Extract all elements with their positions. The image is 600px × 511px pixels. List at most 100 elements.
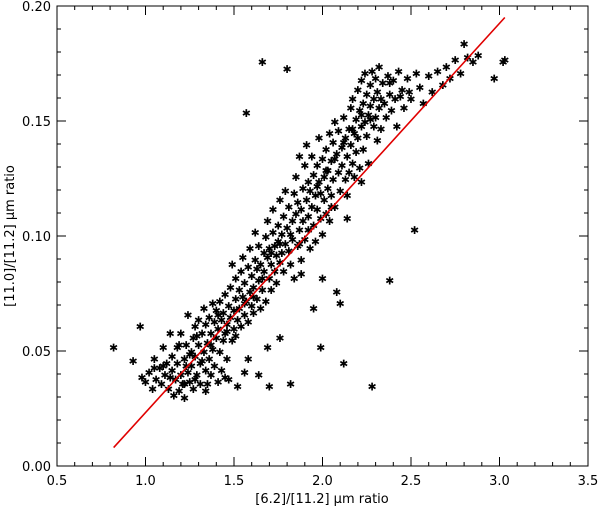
data-point: ✱ — [317, 185, 326, 201]
data-point: ✱ — [212, 303, 221, 319]
data-point: ✱ — [407, 91, 416, 107]
data-point: ✱ — [223, 316, 232, 332]
data-point: ✱ — [203, 335, 212, 351]
data-point: ✱ — [373, 84, 382, 100]
data-point: ✱ — [347, 100, 356, 116]
data-point: ✱ — [247, 268, 256, 284]
data-point: ✱ — [456, 66, 465, 82]
data-point: ✱ — [253, 291, 262, 307]
data-point: ✱ — [382, 109, 391, 125]
data-point: ✱ — [198, 326, 207, 342]
data-point: ✱ — [350, 126, 359, 142]
data-point: ✱ — [214, 374, 223, 390]
data-point: ✱ — [352, 144, 361, 160]
data-point: ✱ — [368, 63, 377, 79]
data-point: ✱ — [294, 238, 303, 254]
data-point: ✱ — [187, 344, 196, 360]
data-point: ✱ — [276, 236, 285, 252]
data-point: ✱ — [281, 183, 290, 199]
data-point: ✱ — [226, 310, 235, 326]
data-point: ✱ — [187, 358, 196, 374]
data-point: ✱ — [281, 236, 290, 252]
data-point: ✱ — [265, 270, 274, 286]
data-point: ✱ — [331, 151, 340, 167]
data-point: ✱ — [373, 132, 382, 148]
data-point: ✱ — [313, 201, 322, 217]
data-point: ✱ — [329, 135, 338, 151]
data-point: ✱ — [141, 374, 150, 390]
data-point: ✱ — [348, 121, 357, 137]
data-point: ✱ — [334, 123, 343, 139]
x-axis-label: [6.2]/[11.2] μm ratio — [255, 492, 389, 507]
data-point: ✱ — [251, 224, 260, 240]
data-point: ✱ — [325, 213, 334, 229]
data-point: ✱ — [412, 66, 421, 82]
data-point: ✱ — [354, 130, 363, 146]
data-point: ✱ — [210, 358, 219, 374]
data-point: ✱ — [341, 130, 350, 146]
y-tick-label: 0.15 — [22, 115, 51, 130]
data-point: ✱ — [180, 351, 189, 367]
data-point: ✱ — [177, 326, 186, 342]
data-point: ✱ — [200, 300, 209, 316]
data-point: ✱ — [217, 312, 226, 328]
data-point: ✱ — [378, 75, 387, 91]
data-point: ✱ — [297, 266, 306, 282]
data-point: ✱ — [256, 300, 265, 316]
data-point: ✱ — [499, 54, 508, 70]
data-point: ✱ — [306, 183, 315, 199]
data-point: ✱ — [501, 52, 510, 68]
data-point: ✱ — [219, 333, 228, 349]
data-point: ✱ — [324, 162, 333, 178]
data-point: ✱ — [340, 356, 349, 372]
y-tick-label: 0.00 — [22, 460, 51, 475]
data-point: ✱ — [295, 222, 304, 238]
data-point: ✱ — [331, 199, 340, 215]
data-point: ✱ — [315, 174, 324, 190]
y-axis-label: [11.0]/[11.2] μm ratio — [3, 165, 18, 307]
data-point: ✱ — [317, 339, 326, 355]
data-point: ✱ — [313, 178, 322, 194]
data-point: ✱ — [363, 128, 372, 144]
data-point: ✱ — [276, 254, 285, 270]
data-point: ✱ — [198, 353, 207, 369]
data-point: ✱ — [278, 227, 287, 243]
data-point: ✱ — [322, 162, 331, 178]
y-tick-label: 0.20 — [22, 0, 51, 15]
data-point: ✱ — [184, 365, 193, 381]
data-point: ✱ — [240, 275, 249, 291]
data-point: ✱ — [370, 91, 379, 107]
data-point: ✱ — [309, 300, 318, 316]
data-point: ✱ — [377, 121, 386, 137]
data-point: ✱ — [371, 70, 380, 86]
data-point: ✱ — [175, 337, 184, 353]
fit-line-group — [113, 16, 506, 449]
data-point: ✱ — [274, 234, 283, 250]
data-point: ✱ — [302, 137, 311, 153]
x-axis: 0.5 1.0 1.5 2.0 2.5 3.0 3.5 — [47, 6, 598, 489]
x-tick-label: 3.0 — [489, 474, 510, 489]
data-point: ✱ — [145, 365, 154, 381]
data-point: ✱ — [265, 241, 274, 257]
data-point: ✱ — [451, 52, 460, 68]
data-point: ✱ — [419, 96, 428, 112]
data-point: ✱ — [224, 298, 233, 314]
data-point: ✱ — [180, 390, 189, 406]
data-point: ✱ — [148, 381, 157, 397]
data-point: ✱ — [338, 158, 347, 174]
x-tick-label: 1.5 — [224, 474, 245, 489]
data-point: ✱ — [237, 319, 246, 335]
data-point: ✱ — [318, 227, 327, 243]
x-tick-label: 1.0 — [135, 474, 156, 489]
data-point: ✱ — [168, 362, 177, 378]
data-point: ✱ — [207, 367, 216, 383]
data-point: ✱ — [340, 135, 349, 151]
data-point: ✱ — [263, 339, 272, 355]
data-point: ✱ — [405, 84, 414, 100]
data-point: ✱ — [221, 326, 230, 342]
data-point: ✱ — [270, 264, 279, 280]
data-point: ✱ — [288, 213, 297, 229]
data-point: ✱ — [180, 376, 189, 392]
data-point: ✱ — [150, 351, 159, 367]
data-point: ✱ — [428, 84, 437, 100]
